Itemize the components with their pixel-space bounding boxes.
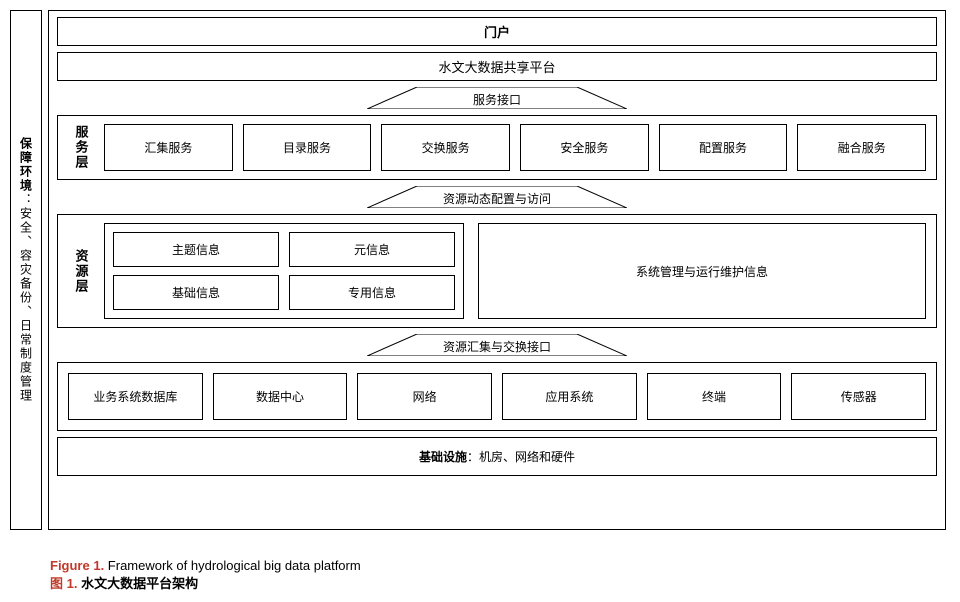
environment-sidebar: 保障环境：安全、容灾备份、日常制度管理 <box>10 10 42 530</box>
caption-zh-text: 水文大数据平台架构 <box>77 576 198 591</box>
resource-cell: 元信息 <box>289 232 455 267</box>
resource-right-label: 系统管理与运行维护信息 <box>636 263 768 280</box>
infra-bold: 基础设施 <box>419 450 467 464</box>
portal-bar: 门户 <box>57 17 937 46</box>
service-item: 交换服务 <box>381 124 510 171</box>
service-items-row: 汇集服务 目录服务 交换服务 安全服务 配置服务 融合服务 <box>104 124 926 171</box>
collect-item: 数据中心 <box>213 373 348 420</box>
platform-bar: 水文大数据共享平台 <box>57 52 937 81</box>
resource-layer-group: 资源层 主题信息 元信息 基础信息 专用信息 系统管理与运行维 <box>57 214 937 328</box>
connector-service-label: 服务接口 <box>367 91 627 108</box>
service-layer-group: 服务层 汇集服务 目录服务 交换服务 安全服务 配置服务 融合服务 <box>57 115 937 180</box>
connector-service: 服务接口 <box>57 87 937 109</box>
infra-rest: ：机房、网络和硬件 <box>467 450 575 464</box>
resource-cell: 基础信息 <box>113 275 279 310</box>
figure-caption: Figure 1. Framework of hydrological big … <box>50 558 950 592</box>
connector-collect: 资源汇集与交换接口 <box>57 334 937 356</box>
collect-item: 网络 <box>357 373 492 420</box>
main-panel: 门户 水文大数据共享平台 服务接口 服务层 汇集服务 目录服务 交换服务 安全服… <box>48 10 946 530</box>
resource-left-grid: 主题信息 元信息 基础信息 专用信息 <box>104 223 464 319</box>
caption-zh-fignum: 图 1. <box>50 576 77 591</box>
service-item: 汇集服务 <box>104 124 233 171</box>
resource-cell: 主题信息 <box>113 232 279 267</box>
service-item: 安全服务 <box>520 124 649 171</box>
collect-item: 终端 <box>647 373 782 420</box>
service-layer-title: 服务层 <box>68 124 94 171</box>
service-item: 融合服务 <box>797 124 926 171</box>
connector-resource: 资源动态配置与访问 <box>57 186 937 208</box>
collect-item: 业务系统数据库 <box>68 373 203 420</box>
caption-en-fignum: Figure 1. <box>50 558 104 573</box>
sidebar-rest: ：安全、容灾备份、日常制度管理 <box>19 193 33 403</box>
service-item: 目录服务 <box>243 124 372 171</box>
collect-item: 应用系统 <box>502 373 637 420</box>
architecture-diagram: 保障环境：安全、容灾备份、日常制度管理 门户 水文大数据共享平台 服务接口 服务… <box>10 10 950 550</box>
connector-collect-label: 资源汇集与交换接口 <box>367 338 627 355</box>
caption-en-text: Framework of hydrological big data platf… <box>104 558 361 573</box>
connector-resource-label: 资源动态配置与访问 <box>367 190 627 207</box>
sidebar-bold: 保障环境 <box>19 137 33 193</box>
infrastructure-bar: 基础设施：机房、网络和硬件 <box>57 437 937 476</box>
resource-right-box: 系统管理与运行维护信息 <box>478 223 926 319</box>
resource-layer-title: 资源层 <box>68 223 94 319</box>
service-item: 配置服务 <box>659 124 788 171</box>
resource-cell: 专用信息 <box>289 275 455 310</box>
collect-layer-group: 业务系统数据库 数据中心 网络 应用系统 终端 传感器 <box>57 362 937 431</box>
collect-item: 传感器 <box>791 373 926 420</box>
